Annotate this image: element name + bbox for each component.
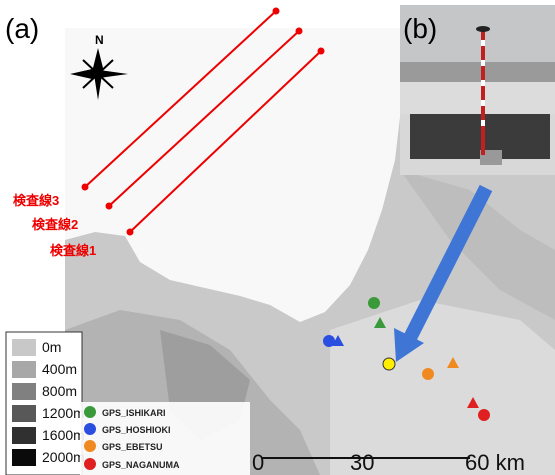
survey-line-label: 検査線3 xyxy=(13,193,59,208)
survey-point xyxy=(127,229,134,236)
legend-label: GPS_ISHIKARI xyxy=(102,408,166,418)
elevation-legend: 0m 400m 800m 1200m 1600m 2000m xyxy=(6,332,85,475)
survey-point xyxy=(296,28,303,35)
gps-marker xyxy=(422,368,434,380)
scale-label: 30 xyxy=(350,450,374,475)
legend-label: 1200m xyxy=(42,405,85,421)
survey-point xyxy=(318,48,325,55)
gps-marker xyxy=(368,297,380,309)
legend-label: GPS_EBETSU xyxy=(102,442,163,452)
legend-label: GPS_NAGANUMA xyxy=(102,460,180,470)
legend-label: 0m xyxy=(42,339,61,355)
panel-label: (a) xyxy=(5,13,39,44)
figure: (a) N 検査線3 検査線2 検査線1 (b xyxy=(0,0,555,475)
scale-label: 0 xyxy=(252,450,264,475)
gps-marker xyxy=(478,409,490,421)
site-marker xyxy=(383,358,395,370)
legend-label: 400m xyxy=(42,361,77,377)
survey-line-label: 検査線1 xyxy=(50,243,96,258)
legend-label: 1600m xyxy=(42,427,85,443)
gps-legend: GPS_ISHIKARI GPS_HOSHIOKI GPS_EBETSU GPS… xyxy=(80,402,250,475)
legend-label: 2000m xyxy=(42,449,85,465)
legend-label: GPS_HOSHIOKI xyxy=(102,425,171,435)
panel-label: (b) xyxy=(403,13,437,44)
survey-point xyxy=(106,203,113,210)
scale-label: 60 km xyxy=(465,450,525,475)
plain xyxy=(330,300,555,475)
north-label: N xyxy=(95,33,104,47)
photo: (b) xyxy=(400,5,555,175)
legend-label: 800m xyxy=(42,383,77,399)
survey-point xyxy=(82,184,89,191)
survey-line-label: 検査線2 xyxy=(32,217,78,232)
survey-point xyxy=(273,8,280,15)
